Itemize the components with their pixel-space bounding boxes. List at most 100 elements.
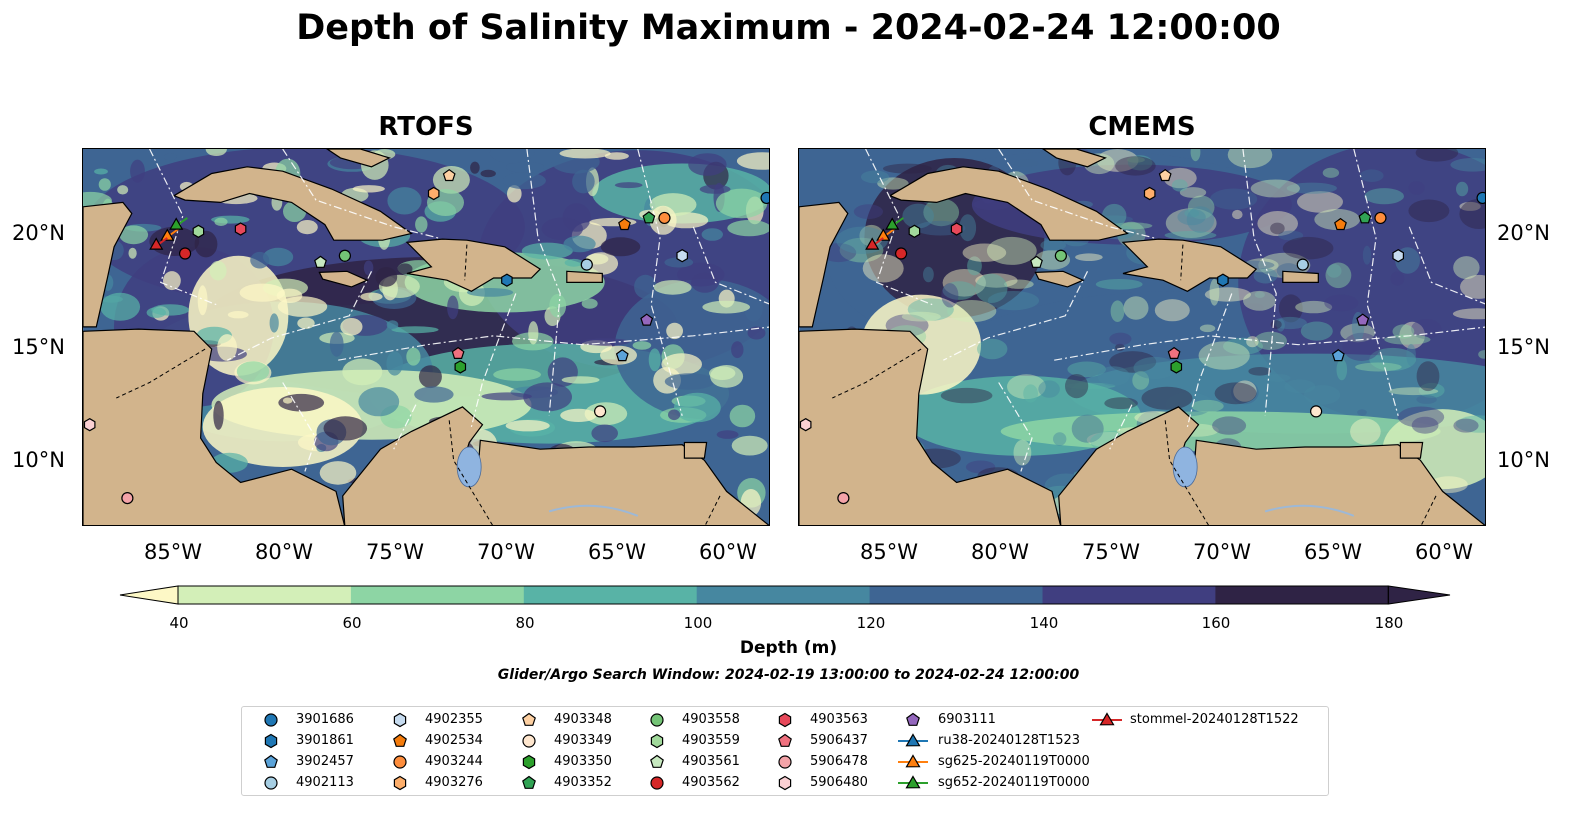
- marker-4903244-cmems[interactable]: [1374, 211, 1387, 225]
- land-cuba: [172, 166, 413, 241]
- marker-5906478-rtofs[interactable]: [121, 491, 134, 505]
- marker-4903348-cmems[interactable]: [1158, 168, 1172, 182]
- marker-sg625-20240119T0000-legend[interactable]: [905, 754, 921, 768]
- marker-4902355-legend[interactable]: [393, 712, 407, 728]
- marker-4903352-rtofs[interactable]: [642, 211, 656, 224]
- legend-swatch: [264, 754, 278, 768]
- legend-swatch: [650, 713, 664, 727]
- marker-5906480-rtofs[interactable]: [83, 418, 96, 432]
- marker-3901861-legend[interactable]: [264, 733, 278, 749]
- marker-4903563-legend[interactable]: [778, 712, 792, 728]
- legend-label: 5906480: [810, 775, 868, 790]
- marker-4903558-legend[interactable]: [650, 713, 664, 727]
- marker-4902355-cmems[interactable]: [1392, 249, 1405, 263]
- marker-4903563-cmems[interactable]: [950, 222, 963, 236]
- map-rtofs[interactable]: [82, 148, 770, 526]
- marker-stommel-20240128T1522-rtofs[interactable]: [149, 237, 164, 250]
- marker-4903350-legend[interactable]: [522, 754, 536, 770]
- legend-label: sg652-20240119T0000: [938, 775, 1090, 790]
- marker-6903111-cmems[interactable]: [1356, 313, 1370, 326]
- marker-6903111-legend[interactable]: [906, 712, 920, 726]
- marker-4903559-legend[interactable]: [650, 733, 664, 749]
- marker-4902113-cmems[interactable]: [1296, 258, 1309, 271]
- marker-5906480-cmems[interactable]: [799, 418, 812, 432]
- marker-4903349-cmems[interactable]: [1310, 405, 1323, 418]
- legend-label: 4902355: [425, 712, 483, 727]
- marker-4903348-rtofs[interactable]: [442, 168, 456, 182]
- marker-3901861-rtofs[interactable]: [501, 273, 513, 287]
- marker-5906480-legend[interactable]: [778, 775, 792, 791]
- marker-ru38-20240128T1523-legend[interactable]: [905, 733, 921, 747]
- legend-label: 5906478: [810, 754, 868, 769]
- legend-swatch: [522, 775, 536, 789]
- marker-4902355-rtofs[interactable]: [676, 249, 689, 263]
- marker-sg625-20240119T0000-cmems[interactable]: [876, 228, 891, 241]
- marker-4903244-legend[interactable]: [393, 755, 407, 769]
- marker-4903276-legend[interactable]: [393, 775, 407, 791]
- marker-4903558-rtofs[interactable]: [338, 249, 351, 262]
- land-trinidad: [1399, 441, 1424, 459]
- marker-4903276-cmems[interactable]: [1143, 186, 1156, 201]
- marker-4903350-cmems[interactable]: [1170, 360, 1183, 374]
- marker-4903559-rtofs[interactable]: [192, 224, 205, 238]
- search-window-caption: Glider/Argo Search Window: 2024-02-19 13…: [497, 667, 1080, 683]
- marker-4903563-rtofs[interactable]: [234, 222, 247, 236]
- marker-sg625-20240119T0000-rtofs[interactable]: [160, 228, 175, 241]
- marker-4902534-legend[interactable]: [393, 733, 407, 747]
- legend-swatch: [650, 754, 664, 768]
- marker-4903562-legend[interactable]: [650, 776, 664, 790]
- marker-4902113-rtofs[interactable]: [580, 258, 593, 271]
- marker-sg652-20240119T0000-cmems[interactable]: [885, 217, 900, 230]
- marker-4902113-legend[interactable]: [264, 776, 278, 790]
- legend-swatch: [264, 776, 278, 790]
- marker-4903276-rtofs[interactable]: [427, 186, 440, 201]
- marker-4903562-rtofs[interactable]: [178, 247, 192, 260]
- marker-3901686-cmems[interactable]: [1476, 191, 1486, 205]
- marker-4903350-rtofs[interactable]: [454, 360, 467, 374]
- marker-3901686-rtofs[interactable]: [760, 191, 770, 205]
- marker-3901861-cmems[interactable]: [1217, 273, 1229, 287]
- marker-3902457-legend[interactable]: [264, 754, 278, 768]
- marker-4903559-cmems[interactable]: [908, 224, 921, 238]
- lon-label-85w-cmems: 85°W: [860, 540, 918, 564]
- marker-stommel-20240128T1522-cmems[interactable]: [865, 237, 880, 250]
- marker-sg652-20240119T0000-rtofs[interactable]: [169, 217, 184, 230]
- marker-4903349-rtofs[interactable]: [594, 405, 607, 418]
- marker-sg652-20240119T0000-legend[interactable]: [905, 775, 921, 789]
- marker-3902457-rtofs[interactable]: [615, 349, 629, 362]
- river: [548, 504, 639, 517]
- marker-5906478-legend[interactable]: [778, 755, 792, 769]
- land-puerto-rico: [566, 270, 603, 283]
- marker-4903561-rtofs[interactable]: [314, 255, 327, 268]
- marker-5906437-legend[interactable]: [778, 733, 792, 747]
- marker-3902457-cmems[interactable]: [1331, 349, 1345, 362]
- marker-5906437-rtofs[interactable]: [451, 346, 465, 359]
- marker-4902534-cmems[interactable]: [1334, 217, 1347, 231]
- marker-4903561-cmems[interactable]: [1030, 255, 1043, 268]
- legend-swatch: [393, 775, 407, 791]
- colorbar-tick-100: 100: [683, 614, 713, 632]
- land-central-america: [83, 328, 346, 525]
- lake-maracaibo: [1172, 446, 1198, 488]
- marker-stommel-20240128T1522-legend[interactable]: [1099, 712, 1115, 726]
- legend-label: 4903558: [682, 712, 740, 727]
- marker-3901686-legend[interactable]: [264, 713, 278, 727]
- marker-5906437-cmems[interactable]: [1167, 346, 1181, 359]
- marker-4903244-rtofs[interactable]: [658, 211, 671, 225]
- marker-4903348-legend[interactable]: [522, 712, 536, 726]
- marker-5906478-cmems[interactable]: [837, 491, 850, 505]
- legend-swatch: [393, 733, 407, 747]
- marker-4903352-cmems[interactable]: [1358, 211, 1372, 224]
- marker-4903349-legend[interactable]: [522, 734, 536, 748]
- marker-4903562-cmems[interactable]: [894, 247, 908, 260]
- marker-6903111-rtofs[interactable]: [640, 313, 654, 326]
- legend-label: 6903111: [938, 712, 996, 727]
- marker-4902534-rtofs[interactable]: [618, 217, 631, 231]
- marker-4903561-legend[interactable]: [650, 754, 664, 768]
- legend-label: 4903559: [682, 733, 740, 748]
- marker-4903352-legend[interactable]: [522, 775, 536, 789]
- map-cmems[interactable]: [798, 148, 1486, 526]
- river: [1264, 504, 1355, 517]
- legend-swatch: [522, 754, 536, 770]
- marker-4903558-cmems[interactable]: [1054, 249, 1067, 262]
